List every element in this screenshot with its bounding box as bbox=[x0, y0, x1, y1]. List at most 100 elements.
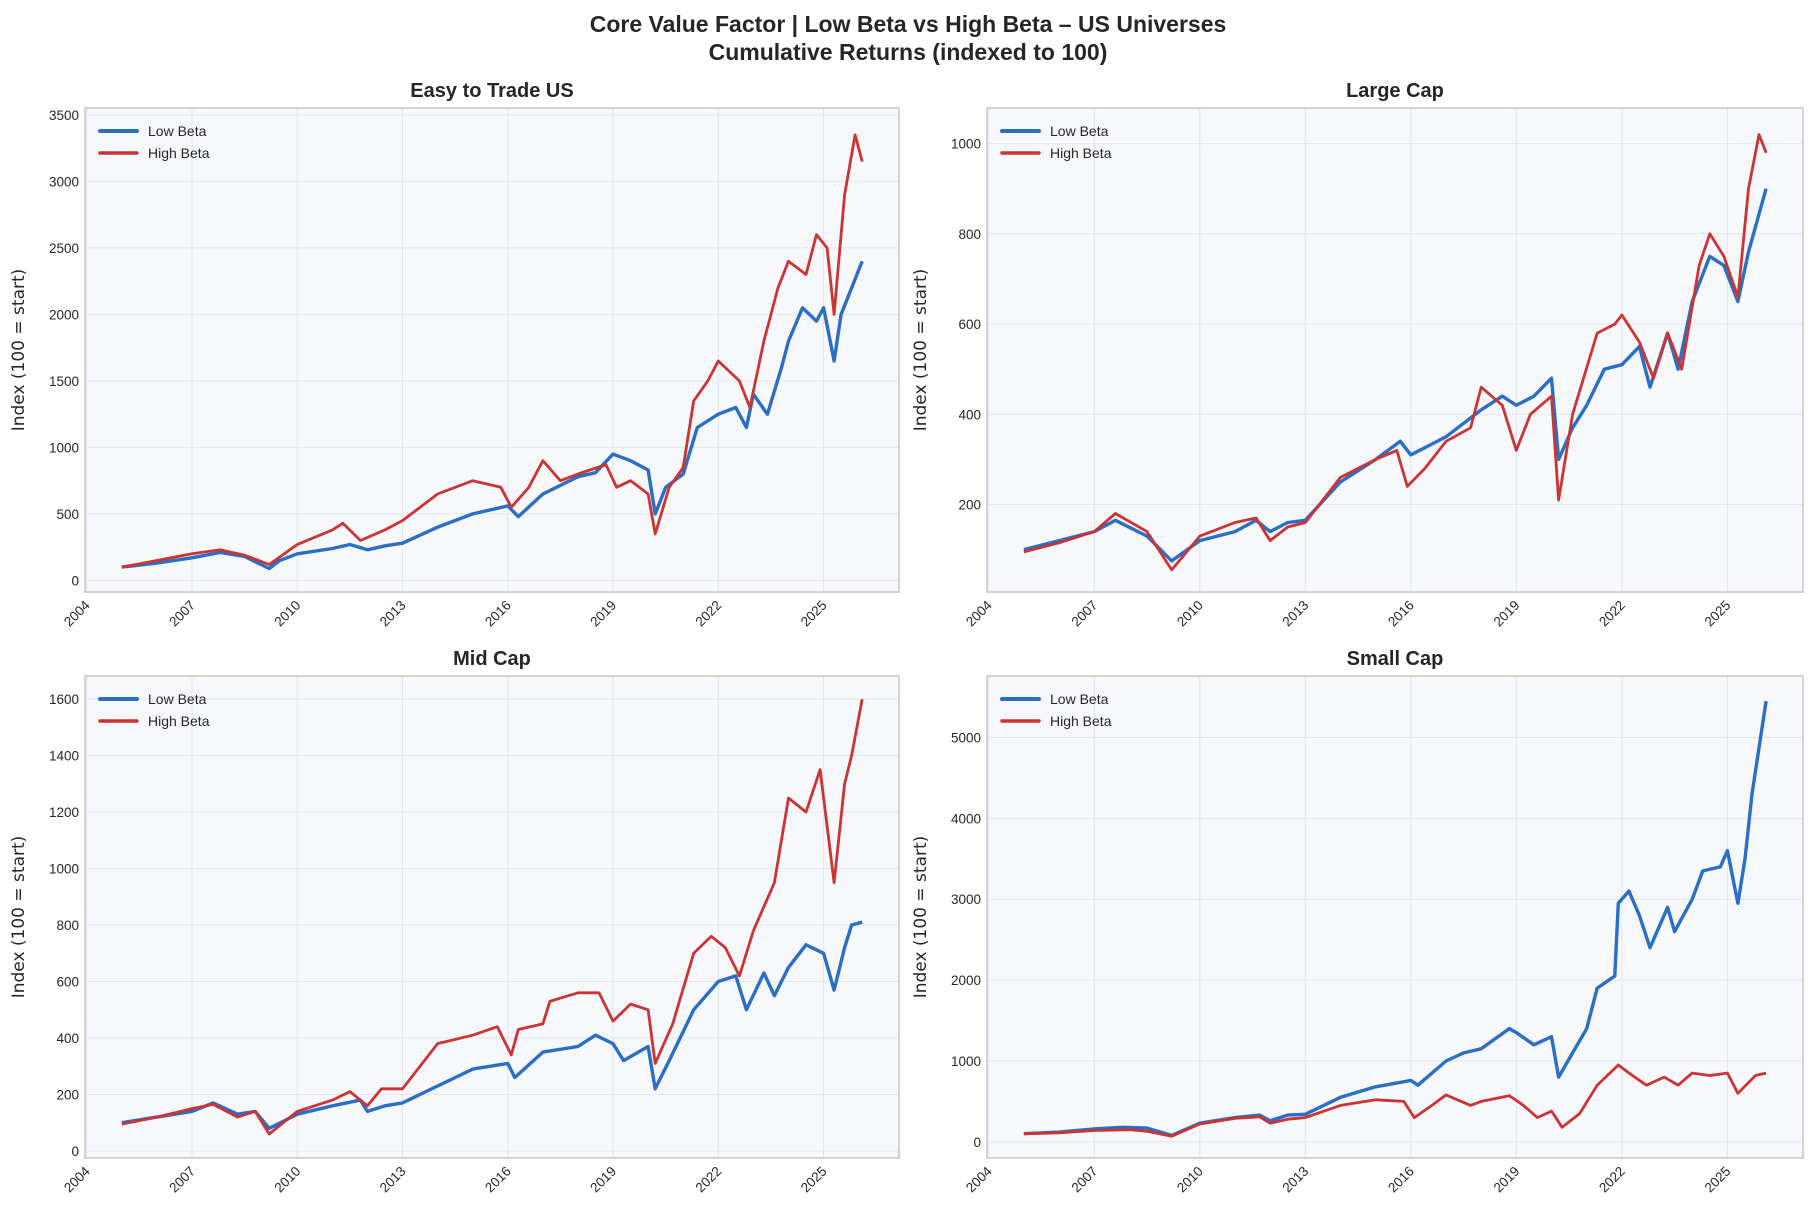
x-tick-label: 2013 bbox=[1280, 1164, 1312, 1196]
legend: Low Beta High Beta bbox=[1000, 123, 1112, 161]
x-tick-label: 2010 bbox=[1174, 1164, 1206, 1196]
y-tick-label: 1200 bbox=[49, 805, 79, 820]
x-tick-label: 2019 bbox=[587, 1164, 619, 1196]
x-tick-label: 2019 bbox=[1491, 1164, 1523, 1196]
y-tick-label: 1000 bbox=[951, 137, 981, 152]
x-tick-label: 2010 bbox=[1174, 598, 1206, 630]
y-tick-label: 1500 bbox=[49, 374, 79, 389]
x-tick-label: 2004 bbox=[61, 1163, 93, 1195]
legend: Low Beta High Beta bbox=[1000, 691, 1112, 729]
x-tick-label: 2013 bbox=[1280, 598, 1312, 630]
y-tick-label: 1000 bbox=[951, 1054, 981, 1069]
legend-label: High Beta bbox=[148, 713, 210, 729]
y-tick-label: 5000 bbox=[951, 730, 981, 745]
y-tick-label: 0 bbox=[71, 1144, 79, 1159]
series-line-high-beta bbox=[1023, 133, 1768, 572]
x-tick-label: 2010 bbox=[272, 598, 304, 630]
x-tick-label: 2013 bbox=[377, 598, 409, 630]
y-axis-label: Index (100 = start) bbox=[911, 836, 931, 999]
y-axis-label: Index (100 = start) bbox=[9, 269, 29, 432]
axes-background bbox=[85, 108, 899, 592]
subplot-title: Easy to Trade US bbox=[410, 80, 573, 102]
y-tick-label: 3500 bbox=[49, 108, 79, 123]
y-tick-label: 1000 bbox=[49, 440, 79, 455]
y-tick-label: 400 bbox=[958, 407, 981, 422]
x-tick-label: 2010 bbox=[272, 1164, 304, 1196]
y-axis-label: Index (100 = start) bbox=[911, 269, 931, 432]
y-tick-label: 600 bbox=[56, 975, 79, 990]
subplot-3: 2004 2007 2010 2013 2016 2019 2022 2025 0 200 400 6… bbox=[9, 648, 900, 1196]
y-tick-label: 2500 bbox=[49, 241, 79, 256]
subplot-4: 2004 2007 2010 2013 2016 2019 2022 2025 0 1000 200… bbox=[911, 648, 1804, 1196]
legend-label: Low Beta bbox=[148, 691, 207, 707]
x-tick-label: 2022 bbox=[693, 598, 725, 630]
y-axis-label: Index (100 = start) bbox=[9, 836, 29, 999]
y-tick-label: 400 bbox=[56, 1031, 79, 1046]
y-tick-label: 1000 bbox=[49, 862, 79, 877]
series-line-low-beta bbox=[1023, 188, 1768, 563]
figure-subtitle: Cumulative Returns (indexed to 100) bbox=[709, 39, 1108, 65]
x-tick-label: 2025 bbox=[798, 1164, 830, 1196]
figure-title: Core Value Factor | Low Beta vs High Bet… bbox=[590, 11, 1227, 37]
x-tick-label: 2016 bbox=[482, 598, 514, 630]
x-tick-label: 2022 bbox=[1596, 598, 1628, 630]
y-tick-label: 600 bbox=[958, 317, 981, 332]
y-tick-label: 800 bbox=[958, 227, 981, 242]
axes-frame bbox=[986, 107, 1804, 593]
y-tick-label: 2000 bbox=[49, 307, 79, 322]
legend: Low Beta High Beta bbox=[98, 123, 210, 161]
series-line-high-beta bbox=[1023, 1063, 1767, 1138]
y-tick-label: 1400 bbox=[49, 749, 79, 764]
x-tick-label: 2004 bbox=[963, 597, 995, 629]
legend: Low Beta High Beta bbox=[98, 691, 210, 729]
x-tick-label: 2016 bbox=[1385, 1164, 1417, 1196]
x-tick-label: 2016 bbox=[482, 1164, 514, 1196]
x-tick-label: 2019 bbox=[1491, 598, 1523, 630]
subplot-title: Small Cap bbox=[1347, 648, 1444, 670]
x-tick-label: 2004 bbox=[61, 597, 93, 629]
legend-label: High Beta bbox=[1050, 713, 1112, 729]
series-line-low-beta bbox=[121, 920, 863, 1131]
subplot-title: Large Cap bbox=[1346, 80, 1444, 102]
y-tick-label: 800 bbox=[56, 918, 79, 933]
x-tick-label: 2007 bbox=[166, 598, 198, 630]
subplot-title: Mid Cap bbox=[453, 648, 531, 670]
x-tick-label: 2016 bbox=[1385, 598, 1417, 630]
y-tick-label: 200 bbox=[958, 497, 981, 512]
axes-background bbox=[85, 676, 899, 1158]
legend-label: Low Beta bbox=[148, 123, 207, 139]
x-tick-label: 2013 bbox=[377, 1164, 409, 1196]
x-tick-label: 2007 bbox=[1069, 598, 1101, 630]
x-tick-label: 2025 bbox=[798, 598, 830, 630]
legend-label: High Beta bbox=[1050, 145, 1112, 161]
legend-label: Low Beta bbox=[1050, 123, 1109, 139]
axes-frame bbox=[986, 675, 1804, 1159]
x-tick-label: 2007 bbox=[1069, 1164, 1101, 1196]
series-line-low-beta bbox=[121, 260, 864, 571]
series-line-high-beta bbox=[121, 133, 864, 569]
y-tick-label: 4000 bbox=[951, 811, 981, 826]
subplot-2: 2004 2007 2010 2013 2016 2019 2022 2025 200 400 60… bbox=[911, 80, 1804, 630]
y-tick-label: 1600 bbox=[49, 692, 79, 707]
x-tick-label: 2022 bbox=[693, 1164, 725, 1196]
x-tick-label: 2004 bbox=[963, 1163, 995, 1195]
x-tick-label: 2025 bbox=[1702, 1164, 1734, 1196]
axes-background bbox=[987, 108, 1803, 592]
y-tick-label: 3000 bbox=[49, 174, 79, 189]
y-tick-label: 0 bbox=[71, 573, 79, 588]
x-tick-label: 2019 bbox=[587, 598, 619, 630]
x-tick-label: 2022 bbox=[1596, 1164, 1628, 1196]
x-tick-label: 2007 bbox=[166, 1164, 198, 1196]
x-tick-label: 2025 bbox=[1702, 598, 1734, 630]
axes-frame bbox=[84, 675, 900, 1159]
y-tick-label: 0 bbox=[973, 1135, 981, 1150]
series-line-high-beta bbox=[121, 698, 864, 1136]
y-tick-label: 500 bbox=[56, 507, 79, 522]
axes-frame bbox=[84, 107, 900, 593]
y-tick-label: 2000 bbox=[951, 973, 981, 988]
legend-label: High Beta bbox=[148, 145, 210, 161]
y-tick-label: 200 bbox=[56, 1087, 79, 1102]
y-tick-label: 3000 bbox=[951, 892, 981, 907]
subplot-1: 2004 2007 2010 2013 2016 2019 2022 2025 0 500 1000… bbox=[9, 80, 900, 630]
